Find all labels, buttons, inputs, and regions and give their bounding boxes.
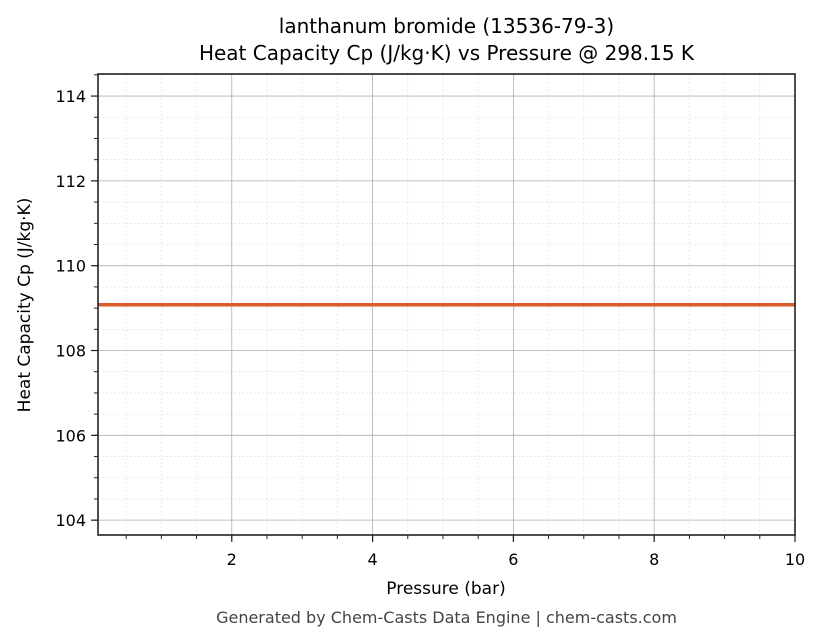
svg-text:4: 4 <box>367 550 377 569</box>
svg-text:106: 106 <box>55 426 86 445</box>
svg-text:108: 108 <box>55 342 86 361</box>
svg-text:2: 2 <box>227 550 237 569</box>
svg-text:110: 110 <box>55 257 86 276</box>
y-axis-label: Heat Capacity Cp (J/kg·K) <box>15 198 35 413</box>
plot-frame <box>97 73 796 536</box>
svg-text:10: 10 <box>785 550 805 569</box>
footer-credit: Generated by Chem-Casts Data Engine | ch… <box>216 608 677 627</box>
chart-title-line2: Heat Capacity Cp (J/kg·K) vs Pressure @ … <box>198 41 695 65</box>
svg-text:8: 8 <box>649 550 659 569</box>
chart-title-line1: lanthanum bromide (13536-79-3) <box>278 14 615 38</box>
svg-text:112: 112 <box>55 172 86 191</box>
x-axis-label: Pressure (bar) <box>386 579 505 599</box>
tick-labels: 2 4 6 8 10 104 106 108 110 112 114 <box>55 87 805 569</box>
axis-ticks <box>91 74 796 542</box>
svg-text:104: 104 <box>55 511 86 530</box>
svg-text:114: 114 <box>55 87 86 106</box>
svg-text:6: 6 <box>508 550 518 569</box>
